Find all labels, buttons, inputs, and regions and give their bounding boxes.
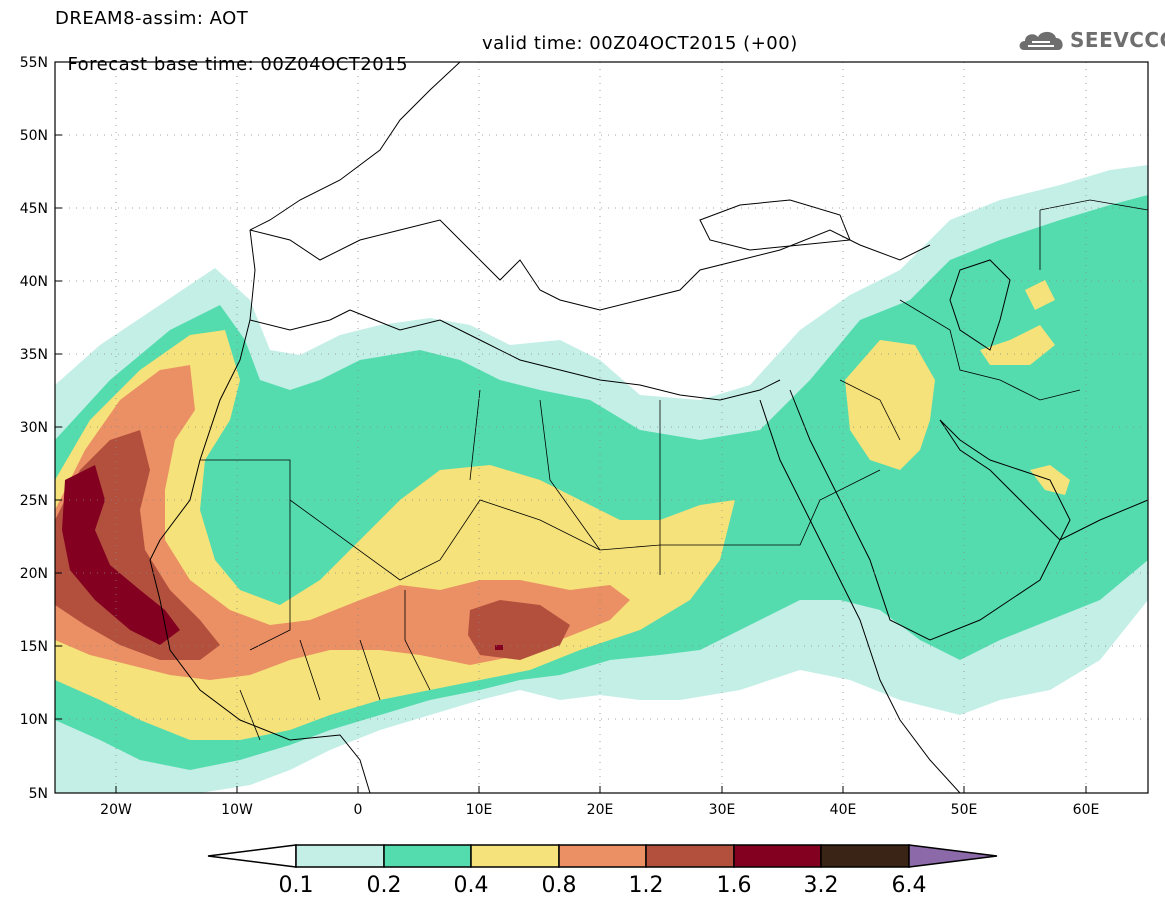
colorbar-swatch bbox=[645, 844, 735, 868]
red-sea-coast bbox=[759, 389, 1071, 793]
lon-label: 30E bbox=[709, 802, 736, 818]
colorbar-label: 0.1 bbox=[279, 873, 314, 898]
lat-label: 30N bbox=[20, 420, 48, 436]
aot-band-1.6 bbox=[62, 465, 180, 645]
lon-label: 10E bbox=[466, 802, 493, 818]
lon-labels: 20W 10W 0 10E 20E 30E 40E 50E 60E bbox=[100, 802, 1099, 818]
colorbar-label: 3.2 bbox=[804, 873, 839, 898]
tick-marks bbox=[55, 61, 1087, 793]
lon-label: 10W bbox=[221, 802, 253, 818]
black-sea-coast bbox=[699, 199, 851, 251]
cloud-icon bbox=[1019, 31, 1063, 50]
colorbar-low-arrow bbox=[207, 844, 297, 868]
forecast-time-line: Forecast base time: 00Z04OCT2015 valid t… bbox=[55, 33, 797, 96]
lat-label: 55N bbox=[20, 55, 48, 71]
lat-label: 25N bbox=[20, 493, 48, 509]
seevccc-logo: SEEVCCC bbox=[1016, 24, 1165, 56]
caspian-coast bbox=[949, 259, 1011, 351]
valid-time: valid time: 00Z04OCT2015 (+00) bbox=[482, 33, 798, 54]
lon-label: 50E bbox=[951, 802, 978, 818]
chart-title: DREAM8-assim: AOT bbox=[55, 8, 249, 29]
colorbar-label: 0.2 bbox=[367, 873, 402, 898]
lon-label: 60E bbox=[1073, 802, 1100, 818]
colorbar-swatch bbox=[295, 844, 385, 868]
lon-label: 40E bbox=[830, 802, 857, 818]
lat-label: 15N bbox=[20, 639, 48, 655]
aot-band-1.2-sahel bbox=[468, 600, 570, 660]
colorbar-swatch bbox=[470, 844, 560, 868]
aot-band-0.4-caspian bbox=[980, 325, 1055, 365]
logo-text: SEEVCCC bbox=[1070, 28, 1165, 52]
colorbar-label: 6.4 bbox=[892, 873, 927, 898]
aot-contours bbox=[55, 165, 1148, 793]
africa-coast bbox=[149, 309, 781, 793]
colorbar-label: 1.2 bbox=[629, 873, 664, 898]
aot-band-0.4-mideast bbox=[845, 340, 935, 470]
forecast-base-time: Forecast base time: 00Z04OCT2015 bbox=[67, 54, 409, 75]
colorbar-label: 0.4 bbox=[454, 873, 489, 898]
aot-band-0.4-caspian2 bbox=[1025, 280, 1055, 310]
lat-label: 5N bbox=[29, 786, 48, 802]
lat-label: 40N bbox=[20, 274, 48, 290]
lat-label: 10N bbox=[20, 712, 48, 728]
colorbar-swatch bbox=[558, 844, 647, 868]
map-grid bbox=[55, 62, 1148, 793]
lat-labels: 55N 50N 45N 40N 35N 30N 25N 20N 15N 10N … bbox=[20, 55, 48, 802]
colorbar-label: 1.6 bbox=[717, 873, 752, 898]
borders bbox=[200, 199, 1148, 741]
colorbar-labels: 0.1 0.2 0.4 0.8 1.2 1.6 3.2 6.4 bbox=[279, 873, 927, 898]
colorbar-swatch bbox=[820, 844, 910, 868]
colorbar-swatch bbox=[733, 844, 822, 868]
aot-band-0.8 bbox=[55, 365, 630, 680]
lon-label: 20W bbox=[100, 802, 132, 818]
colorbar bbox=[207, 844, 998, 868]
lat-label: 35N bbox=[20, 347, 48, 363]
colorbar-label: 0.8 bbox=[542, 873, 577, 898]
lat-label: 45N bbox=[20, 201, 48, 217]
lon-label: 0 bbox=[354, 802, 363, 818]
coastlines bbox=[149, 62, 1148, 793]
gulf-coast bbox=[939, 419, 1148, 541]
lon-label: 20E bbox=[587, 802, 614, 818]
lat-label: 50N bbox=[20, 128, 48, 144]
europe-coast bbox=[249, 62, 931, 331]
lat-label: 20N bbox=[20, 566, 48, 582]
colorbar-swatch bbox=[383, 844, 472, 868]
colorbar-high-arrow bbox=[908, 844, 998, 868]
